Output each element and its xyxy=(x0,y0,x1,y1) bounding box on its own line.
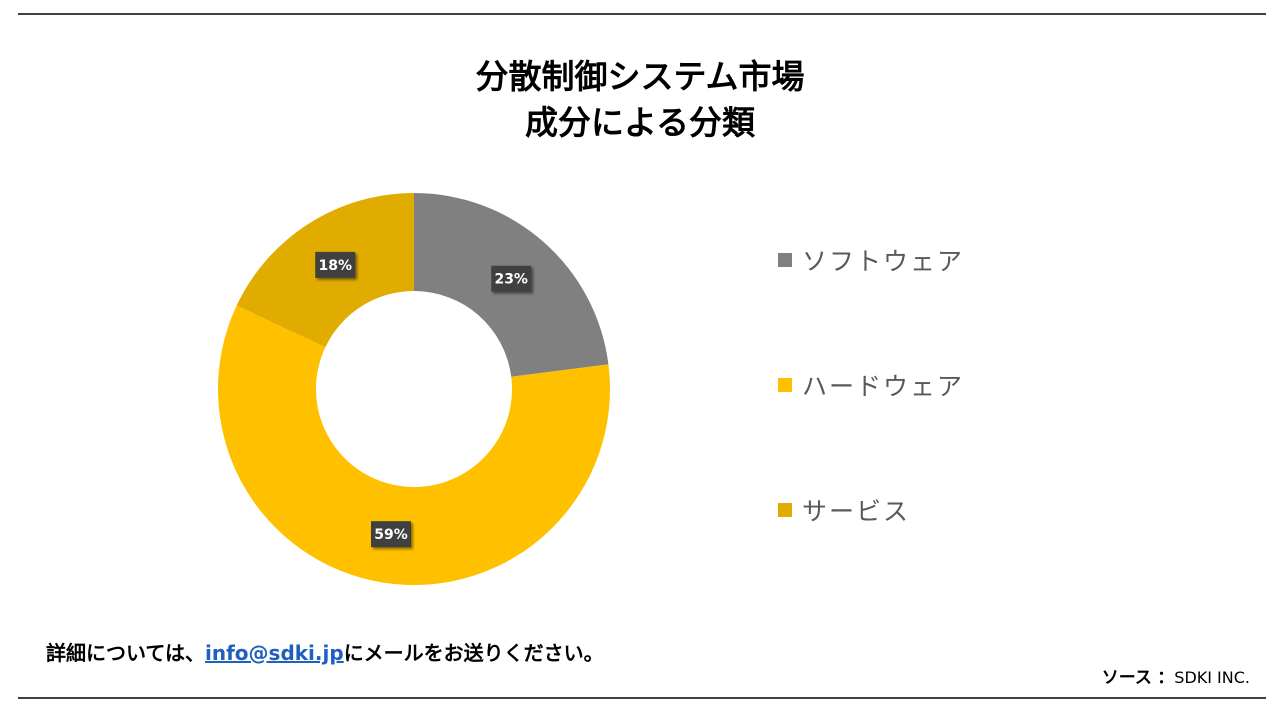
donut-slice-2 xyxy=(217,305,611,586)
source-label: ソース xyxy=(1101,668,1152,688)
data-label-1: 23% xyxy=(491,265,532,292)
legend-label: ハードウェア xyxy=(802,372,965,401)
chart-title-block: 分散制御システム市場 成分による分類 xyxy=(0,54,1280,146)
top-divider xyxy=(18,13,1266,15)
legend-swatch xyxy=(778,503,792,517)
data-label-text: 23% xyxy=(494,272,528,288)
data-label-box xyxy=(491,265,532,292)
data-label-2: 59% xyxy=(371,521,412,548)
contact-email-link[interactable]: info@sdki.jp xyxy=(205,641,344,665)
data-label-3: 18% xyxy=(315,251,356,278)
data-label-box xyxy=(315,251,356,278)
legend-swatch xyxy=(778,378,792,392)
legend-label: ソフトウェア xyxy=(802,247,965,276)
contact-note: 詳細については、info@sdki.jpにメールをお送りください。 xyxy=(46,638,604,668)
contact-prefix: 詳細については、 xyxy=(46,641,205,665)
source-separator: ： xyxy=(1157,668,1175,688)
legend-item-1: ソフトウェア xyxy=(778,242,1098,278)
chart-title: 分散制御システム市場 xyxy=(475,57,805,96)
data-label-text: 18% xyxy=(318,258,352,274)
legend-item-2: ハードウェア xyxy=(778,367,1098,403)
data-label-box xyxy=(371,521,412,548)
source-note: ソース ：SDKI INC. xyxy=(1102,665,1250,691)
source-value: SDKI INC. xyxy=(1174,668,1250,687)
chart-subtitle: 成分による分類 xyxy=(524,103,755,142)
legend-label: サービス xyxy=(802,497,911,526)
contact-suffix: にメールをお送りください。 xyxy=(343,641,604,665)
legend-swatch xyxy=(778,253,792,267)
legend-item-3: サービス xyxy=(778,492,1098,528)
data-label-text: 59% xyxy=(374,527,408,543)
bottom-divider xyxy=(18,697,1266,699)
